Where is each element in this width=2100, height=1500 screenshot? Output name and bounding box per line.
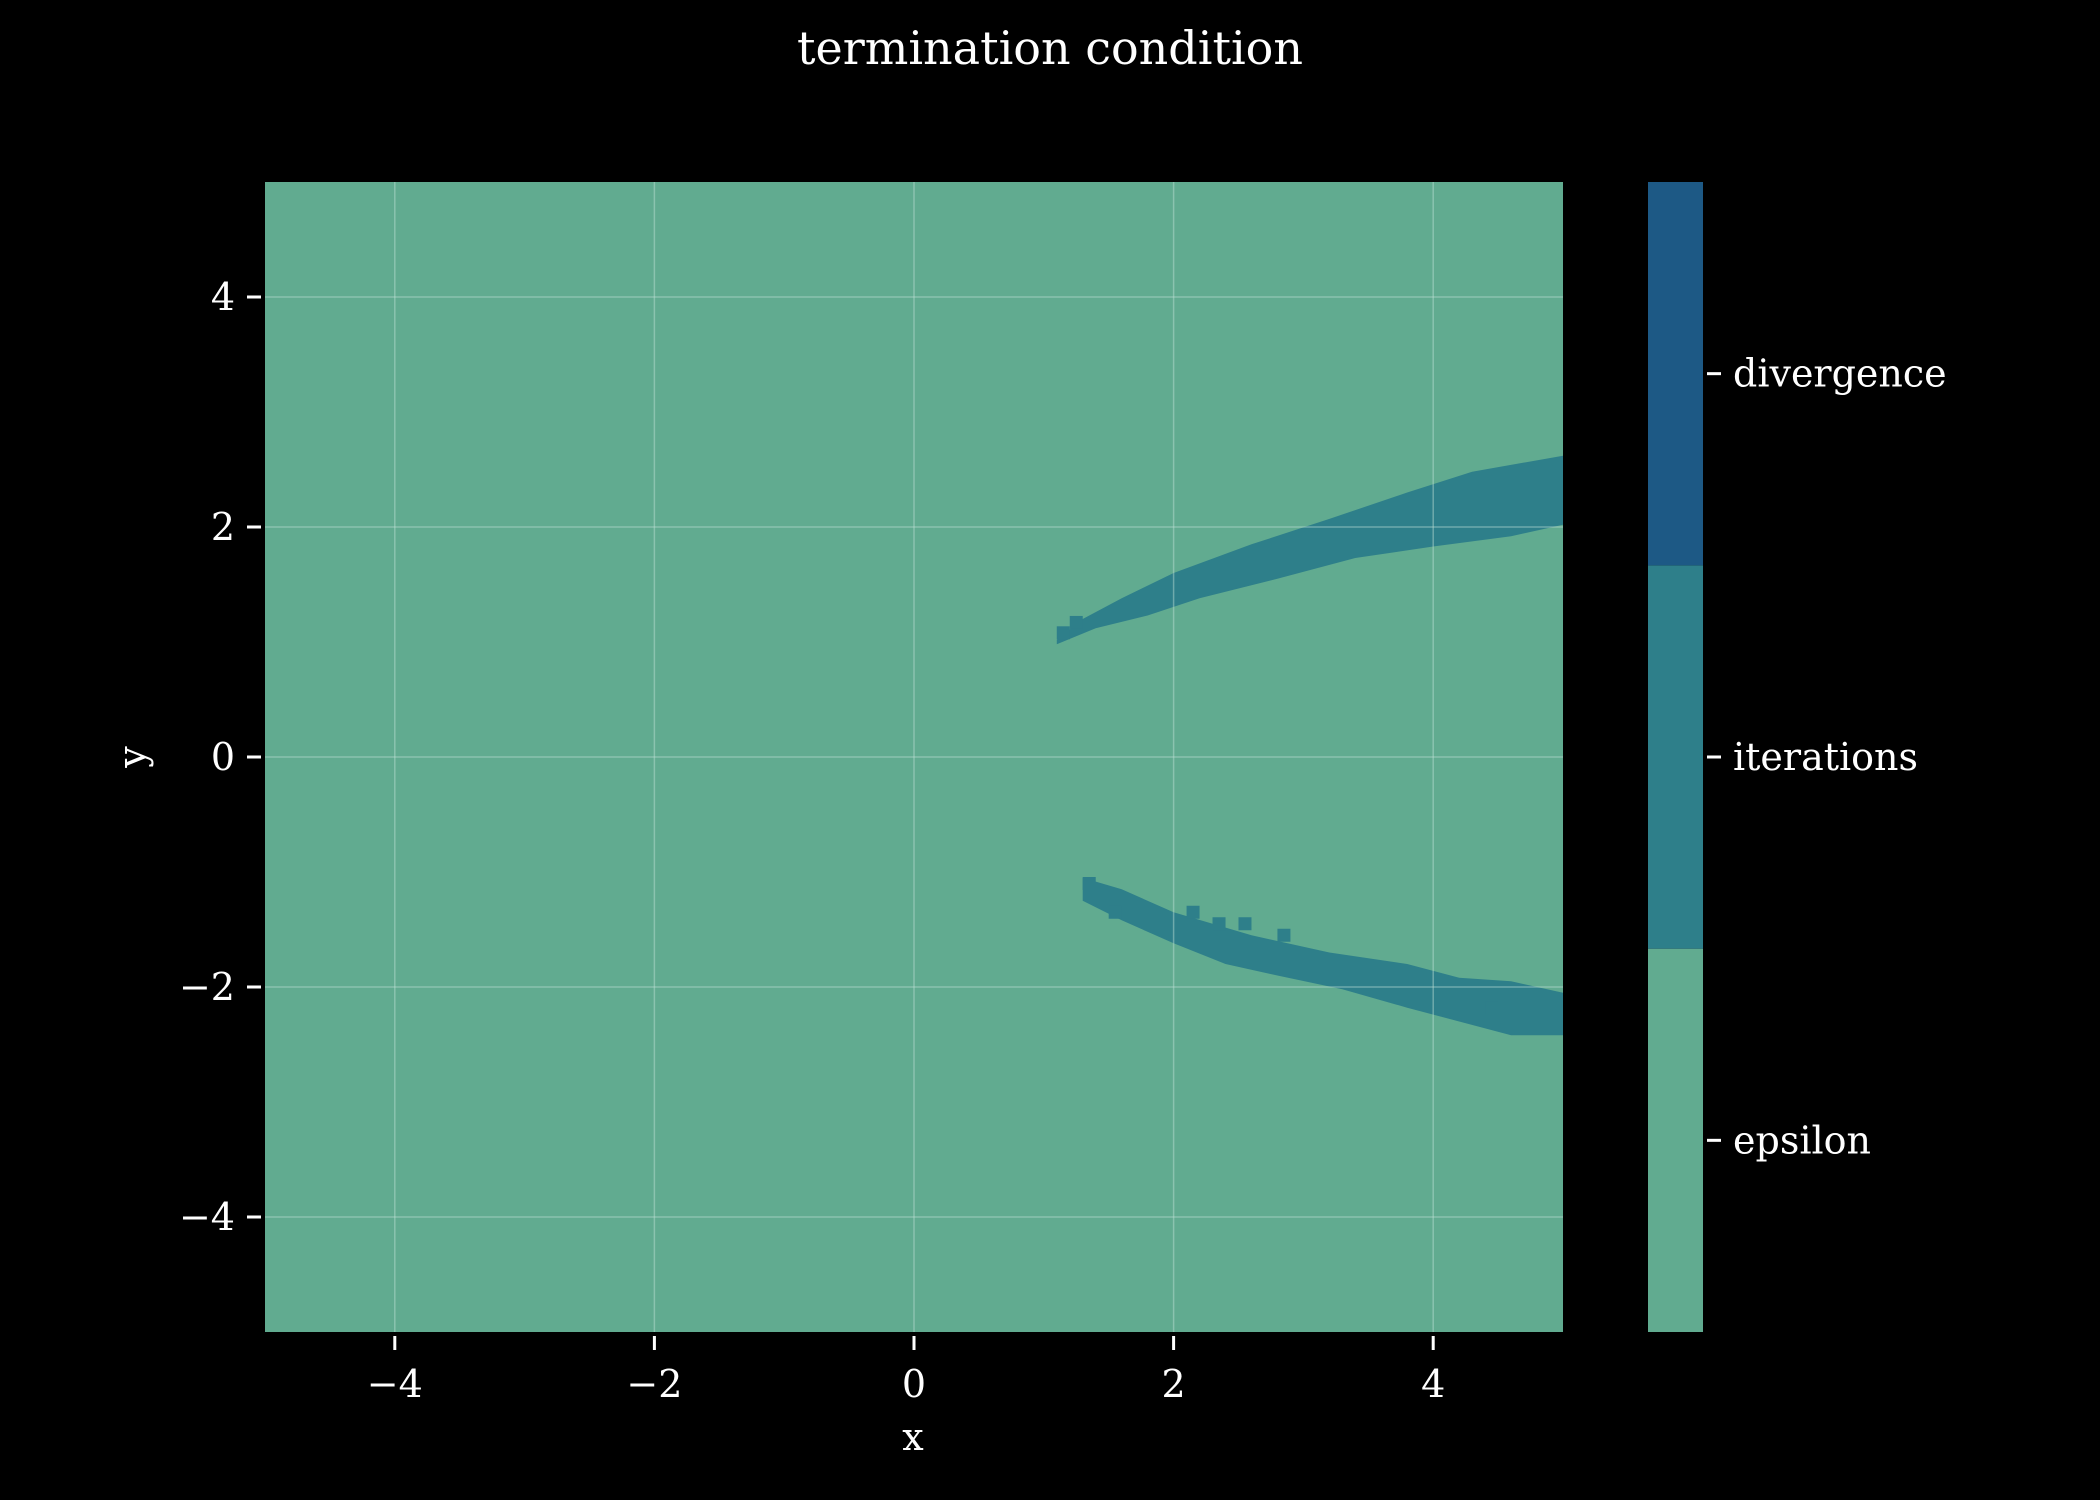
heatmap-cell-iterations [1108,905,1122,919]
colorbar: epsilon iterations divergence [1648,182,1947,1332]
x-tick-label: 2 [1162,1362,1186,1406]
heatmap-cell-iterations [1212,917,1226,931]
colorbar-label-divergence: divergence [1733,352,1947,396]
heatmap-cell-iterations [1056,626,1070,640]
x-tick-label: 4 [1421,1362,1445,1406]
heatmap-cell-iterations [1277,928,1291,942]
colorbar-label-iterations: iterations [1733,735,1918,779]
plot-area [265,182,1563,1332]
y-axis-label: y [110,746,154,769]
colorbar-segment-epsilon [1648,948,1703,1332]
heatmap-background-epsilon [265,182,1563,1332]
colorbar-label-epsilon: epsilon [1733,1118,1871,1162]
heatmap-cell-iterations [1238,917,1252,931]
heatmap-cell-iterations [1069,615,1083,629]
x-axis: −4 −2 0 2 4 [367,1336,1445,1406]
x-axis-label: x [902,1415,923,1459]
chart-title: termination condition [797,21,1303,75]
y-tick-label: −2 [179,965,235,1009]
heatmap-region-iterations-2 [1082,877,1563,1036]
y-tick-label: 0 [211,735,235,779]
colorbar-segment-divergence [1648,182,1703,566]
x-tick-label: 0 [902,1362,926,1406]
heatmap-cell-iterations [1186,905,1200,919]
y-axis: −4 −2 0 2 4 [179,275,261,1239]
x-tick-label: −4 [367,1362,423,1406]
heatmap-cell-iterations [1485,1001,1499,1015]
y-tick-label: 4 [211,275,235,319]
x-tick-label: −2 [626,1362,682,1406]
heatmap-region-iterations-1 [1056,455,1563,645]
y-tick-label: −4 [179,1195,235,1239]
colorbar-segment-iterations [1648,565,1703,949]
heatmap-cell-iterations [1082,877,1096,890]
y-tick-label: 2 [211,505,235,549]
